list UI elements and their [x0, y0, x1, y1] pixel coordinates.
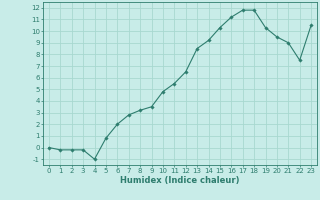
- X-axis label: Humidex (Indice chaleur): Humidex (Indice chaleur): [120, 176, 240, 185]
